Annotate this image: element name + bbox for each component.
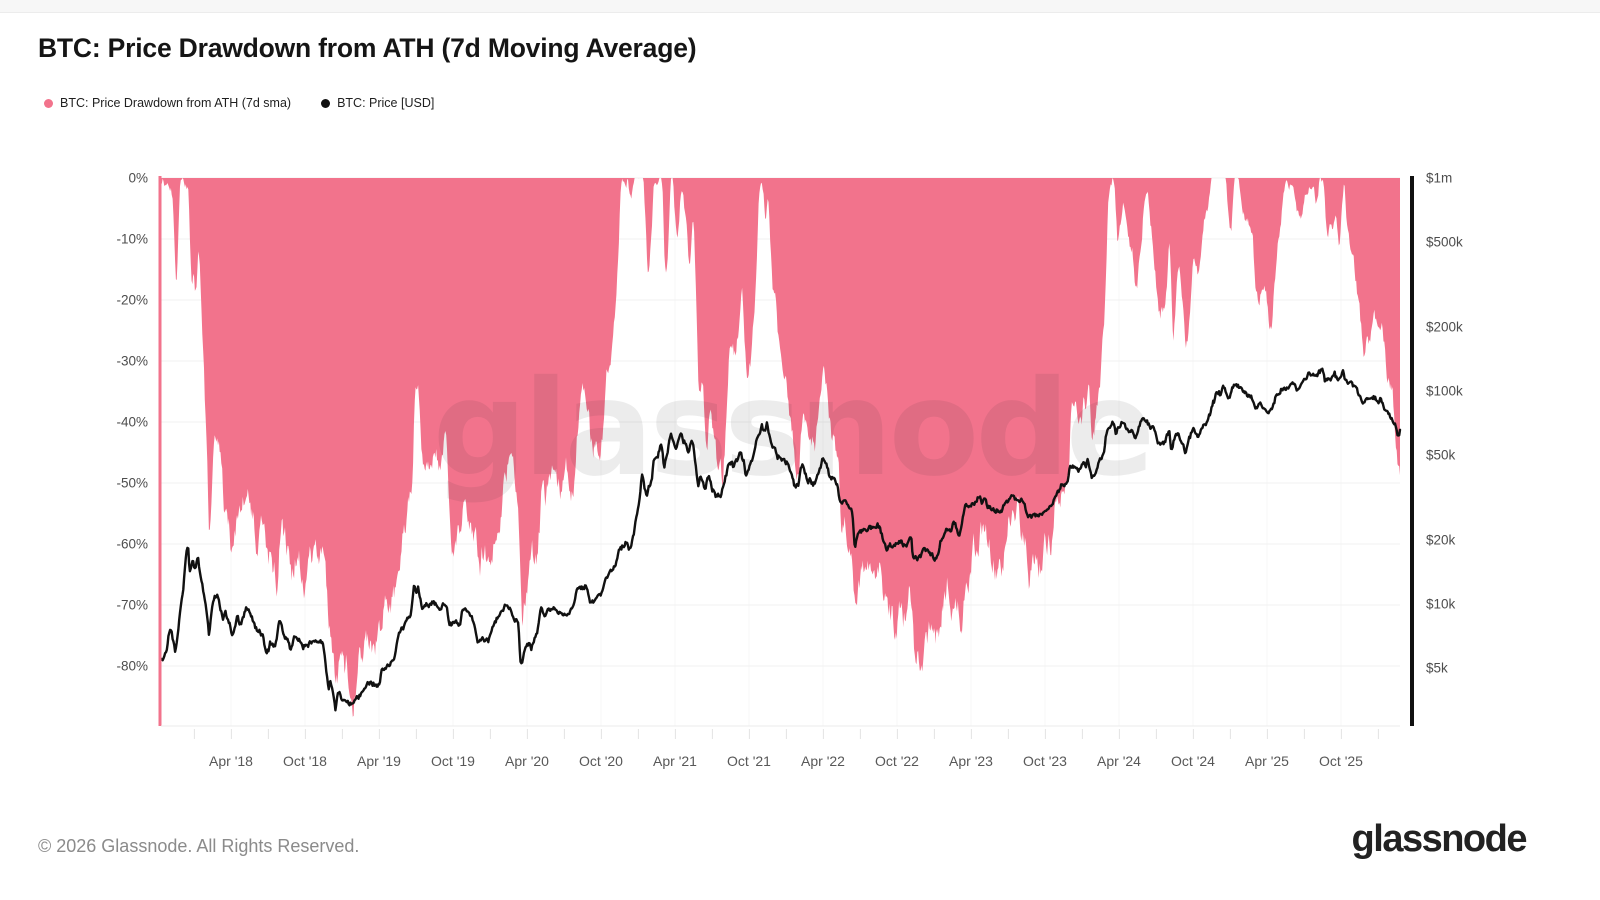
left-axis-tick-label: -80% (116, 659, 148, 674)
x-axis-tick-label: Oct '21 (727, 753, 771, 769)
right-axis-tick-label: $200k (1426, 319, 1463, 334)
left-axis-tick-label: -10% (116, 232, 148, 247)
right-axis-tick-label: $100k (1426, 384, 1463, 399)
drawdown-area-series (161, 178, 1400, 717)
left-axis-tick-label: 0% (128, 171, 148, 186)
left-axis-tick-label: -30% (116, 354, 148, 369)
x-axis-tick-label: Oct '23 (1023, 753, 1067, 769)
x-axis-tick-label: Oct '22 (875, 753, 919, 769)
page-title: BTC: Price Drawdown from ATH (7d Moving … (38, 33, 697, 63)
left-axis-tick-label: -40% (116, 415, 148, 430)
x-axis-tick-label: Apr '22 (801, 753, 845, 769)
left-axis-tick-label: -60% (116, 537, 148, 552)
drawdown-swatch-icon (44, 98, 53, 108)
left-axis-tick-label: -20% (116, 293, 148, 308)
x-axis-tick-label: Apr '25 (1245, 753, 1289, 769)
right-axis-tick-label: $500k (1426, 235, 1463, 250)
legend-item-price[interactable]: BTC: Price [USD] (321, 96, 434, 110)
x-axis-tick-label: Apr '20 (505, 753, 549, 769)
x-axis-tick-label: Apr '23 (949, 753, 993, 769)
price-swatch-icon (321, 98, 331, 108)
x-axis-tick-label: Apr '24 (1097, 753, 1141, 769)
x-axis-tick-label: Oct '19 (431, 753, 475, 769)
x-axis-tick-label: Apr '18 (209, 753, 253, 769)
axes (158, 176, 1414, 739)
x-axis-tick-label: Oct '25 (1319, 753, 1363, 769)
x-axis-tick-label: Oct '18 (283, 753, 327, 769)
x-axis-tick-label: Oct '20 (579, 753, 623, 769)
price-line-series (159, 367, 1402, 712)
right-axis-tick-label: $50k (1426, 448, 1456, 463)
axis-tick-labels: 0% -10% -20% -30% -40% -50% -60% -70% -80% $1m $50… (116, 171, 1463, 770)
legend-item-drawdown[interactable]: BTC: Price Drawdown from ATH (7d sma) (44, 96, 291, 110)
left-axis-tick-label: -50% (116, 476, 148, 491)
x-axis-tick-label: Apr '19 (357, 753, 401, 769)
copyright-text: © 2026 Glassnode. All Rights Reserved. (38, 836, 360, 856)
right-axis-tick-label: $5k (1426, 661, 1448, 676)
right-axis-tick-label: $10k (1426, 597, 1456, 612)
right-axis-tick-label: $1m (1426, 171, 1452, 186)
x-axis-tick-label: Apr '21 (653, 753, 697, 769)
right-axis-tick-label: $20k (1426, 532, 1456, 547)
glassnode-logo: glassnode (1351, 818, 1528, 860)
x-axis-tick-label: Oct '24 (1171, 753, 1215, 769)
legend: BTC: Price Drawdown from ATH (7d sma) BT… (44, 96, 434, 110)
top-strip (0, 0, 1600, 13)
legend-label-drawdown: BTC: Price Drawdown from ATH (7d sma) (60, 96, 292, 110)
glassnode-watermark: glassnode (433, 352, 1152, 506)
left-axis-tick-label: -70% (116, 598, 148, 613)
legend-label-price: BTC: Price [USD] (337, 96, 435, 110)
